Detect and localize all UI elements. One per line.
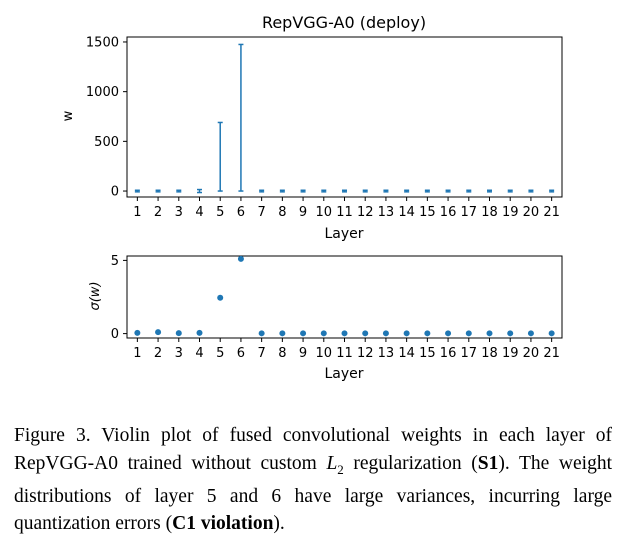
x-tick-label: 2 [154, 346, 162, 361]
plot-frame [126, 36, 563, 198]
y-tick-label: 500 [94, 135, 119, 150]
x-tick-label: 16 [440, 346, 457, 361]
x-tick-label: 12 [357, 346, 374, 361]
x-tick-label: 1 [133, 205, 141, 220]
plot-frame [126, 255, 563, 339]
caption-math-l: L [326, 452, 338, 474]
scatter-point [465, 330, 472, 337]
y-tick-label: 1500 [86, 35, 119, 50]
bottom-x-axis-label: Layer [324, 366, 363, 382]
x-tick-label: 7 [258, 346, 266, 361]
x-tick-label: 20 [523, 205, 540, 220]
x-tick-label: 10 [316, 346, 333, 361]
scatter-point [134, 329, 141, 336]
x-tick-label: 7 [258, 205, 266, 220]
caption-lead: Figure 3. Violin plot of fused convoluti… [14, 425, 612, 474]
x-tick-label: 3 [175, 346, 183, 361]
x-tick-label: 4 [195, 205, 203, 220]
x-tick-label: 19 [502, 346, 519, 361]
scatter-point [486, 330, 493, 337]
x-tick-label: 5 [216, 205, 224, 220]
scatter-point [527, 330, 534, 337]
x-tick-label: 15 [419, 205, 436, 220]
scatter-point [424, 330, 431, 337]
x-tick-label: 16 [440, 205, 457, 220]
top-chart-title: RepVGG-A0 (deploy) [262, 13, 426, 32]
x-tick-label: 14 [398, 346, 415, 361]
scatter-point [217, 294, 224, 301]
x-tick-label: 17 [461, 205, 478, 220]
x-tick-label: 8 [278, 205, 286, 220]
scatter-point [445, 330, 452, 337]
scatter-point [279, 330, 286, 337]
x-tick-label: 21 [543, 346, 560, 361]
x-tick-label: 5 [216, 346, 224, 361]
x-tick-label: 11 [336, 346, 353, 361]
figure-caption: Figure 3. Violin plot of fused convoluti… [14, 422, 612, 538]
x-tick-label: 8 [278, 346, 286, 361]
scatter-point [237, 255, 244, 262]
scatter-point [382, 330, 389, 337]
scatter-point [155, 329, 162, 336]
y-tick-label: 0 [111, 327, 119, 342]
x-tick-label: 3 [175, 205, 183, 220]
caption-mid: regularization ( [343, 452, 478, 474]
x-tick-label: 17 [461, 346, 478, 361]
scatter-point [362, 330, 369, 337]
x-tick-label: 18 [481, 205, 498, 220]
x-tick-label: 19 [502, 205, 519, 220]
scatter-point [507, 330, 514, 337]
y-tick-label: 0 [111, 185, 119, 200]
x-tick-label: 9 [299, 205, 307, 220]
top-x-axis-label: Layer [324, 226, 363, 242]
scatter-point [196, 329, 203, 336]
y-tick-label: 1000 [86, 85, 119, 100]
x-tick-label: 21 [543, 205, 560, 220]
x-tick-label: 4 [195, 346, 203, 361]
scatter-point [548, 330, 555, 337]
caption-mid2: ). The weight distributions of layer 5 a… [14, 452, 612, 535]
x-tick-label: 18 [481, 346, 498, 361]
x-tick-label: 10 [316, 205, 333, 220]
scatter-point [175, 330, 182, 337]
x-tick-label: 13 [378, 346, 395, 361]
x-tick-label: 12 [357, 205, 374, 220]
scatter-point [403, 330, 410, 337]
caption-bold-s1: S1 [477, 452, 499, 474]
scatter-point [300, 330, 307, 337]
x-tick-label: 6 [237, 205, 245, 220]
bottom-std-chart: 051 2 3 4 5 6 7 8 9 10 11 12 13 14 15 16 17 18 19 20 21 [111, 254, 563, 361]
x-tick-label: 20 [523, 346, 540, 361]
scatter-point [341, 330, 348, 337]
scatter-point [258, 330, 265, 337]
x-tick-label: 2 [154, 205, 162, 220]
x-tick-label: 9 [299, 346, 307, 361]
caption-math-subscript: 2 [337, 461, 344, 477]
top-y-axis-label: w [61, 110, 76, 121]
x-tick-label: 13 [378, 205, 395, 220]
x-tick-label: 1 [133, 346, 141, 361]
caption-tail: ). [273, 513, 285, 535]
x-tick-label: 6 [237, 346, 245, 361]
x-tick-label: 11 [336, 205, 353, 220]
caption-bold-c1: C1 violation [172, 513, 274, 535]
scatter-point [320, 330, 327, 337]
y-tick-label: 5 [111, 254, 119, 269]
x-tick-label: 15 [419, 346, 436, 361]
x-tick-label: 14 [398, 205, 415, 220]
bottom-y-axis-label: σ(w) [88, 281, 103, 310]
